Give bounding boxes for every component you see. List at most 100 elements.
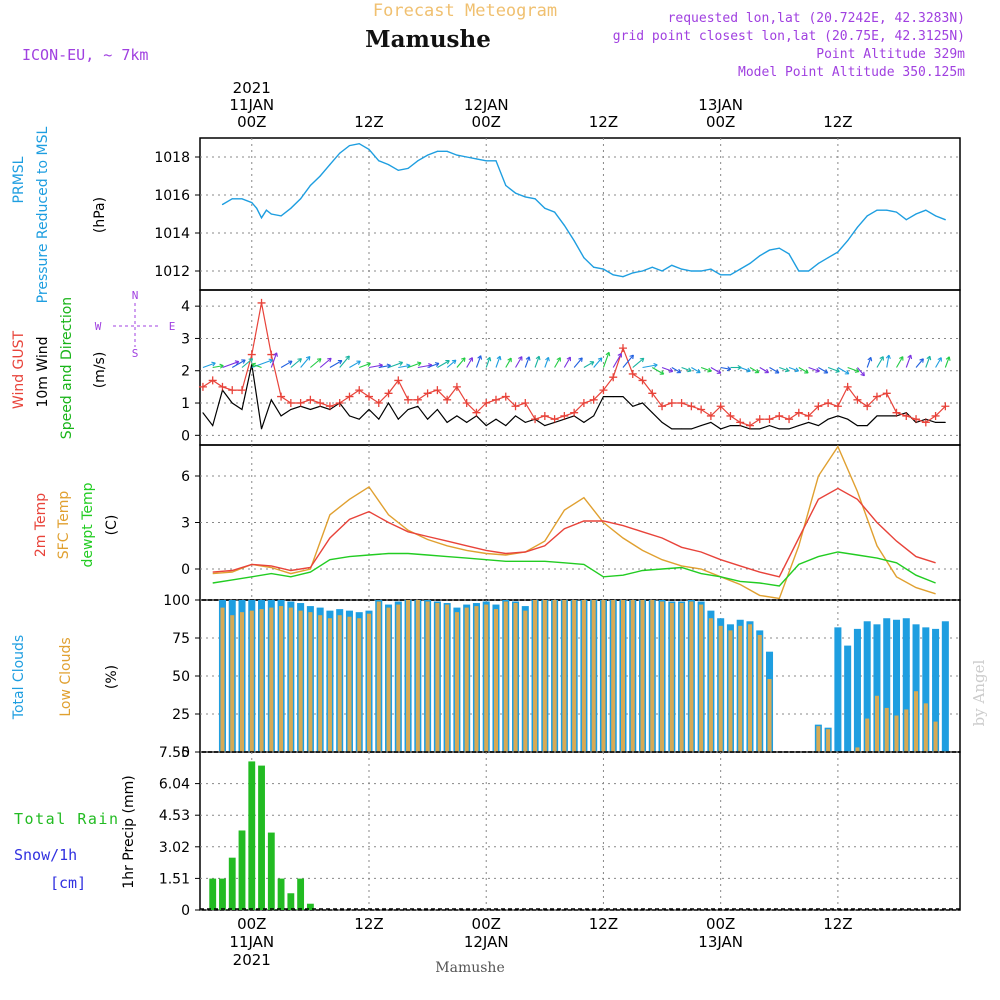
pressure-point [387,164,390,166]
pressure-ytick-label-0: 1012 [154,264,190,280]
temperature-panel: 0 3 6 [181,444,961,601]
gust-marker [482,399,491,408]
low-cloud-bar [611,600,616,752]
gust-marker [667,399,676,408]
bottom-time-label-3: 12Z [589,915,618,933]
gust-marker [228,386,237,395]
wind-direction-arrowhead [605,351,611,357]
low-cloud-bar [308,612,313,752]
top-date-label-2: 12JAN [464,96,509,114]
wind-direction-arrowhead [907,354,913,360]
wind10m-point [837,415,839,417]
wind-direction-arrow [280,360,293,368]
wind-direction-arrowhead [589,361,595,366]
rain-bar [219,878,226,910]
wind10m-point [720,428,722,430]
low-cloud-bar [894,715,899,752]
gust-marker [941,402,950,411]
gust-marker [433,386,442,395]
wind-direction-arrow [798,367,809,374]
bottom-time-label-5: 12Z [823,915,852,933]
wind-direction-arrow [661,366,673,372]
wind-direction-arrow [466,357,473,368]
wind10m-point [368,408,370,410]
total-cloud-bar [873,624,881,752]
bottom-date-label-4: 13JAN [698,933,743,951]
gust-marker [775,411,784,420]
snow-unit-label: [cm] [50,874,86,892]
gust-marker [579,399,588,408]
gust-marker [570,408,579,417]
total-cloud-bar [932,628,940,752]
wind-direction-arrowhead [486,356,492,362]
gust-marker [628,369,637,378]
pressure-point [446,150,448,152]
bottom-time-label-2: 00Z [472,915,501,933]
low-cloud-bar [601,600,606,752]
total-cloud-bar [902,618,910,752]
pressure-ytick-label-2: 1016 [154,188,190,204]
wind-direction-arrow [485,357,491,368]
wind-direction-arrowhead [629,354,634,360]
wind10m-point [808,421,810,423]
low-cloud-bar [542,600,547,752]
wind-direction-arrow [573,357,583,368]
low-cloud-bar [269,607,274,752]
pressure-point [505,184,507,187]
wind-direction-arrowhead [716,369,722,374]
low-cloud-bar [572,600,577,752]
pressure-point [847,240,849,242]
gust-marker [863,402,872,411]
t2m-line [212,487,936,578]
wind-direction-arrow [827,366,840,373]
wind-direction-arrowhead [885,354,891,360]
gust-marker [785,415,794,424]
wind-direction-arrow [769,367,780,374]
gust-marker [921,418,930,427]
pressure-point [837,251,839,253]
wind10m-point [651,412,653,414]
forecast-title: Forecast Meteogram [373,1,557,21]
low-cloud-bar [327,618,332,752]
wind-direction-arrow [935,357,942,368]
gust-marker [491,395,500,404]
wind10m-point [378,418,380,420]
wind10m-label: 10m Wind [35,336,51,407]
wind-direction-arrow [896,356,904,368]
compass-n: N [132,289,139,302]
wind10m-point [769,425,771,427]
low-cloud-bar [591,600,596,752]
wind-direction-arrowhead [566,356,571,362]
wind-direction-arrow [349,360,361,368]
low-cloud-bar [865,718,870,752]
model-altitude: Model Point Altitude 350.125m [738,65,965,80]
low-cloud-bar [298,610,303,752]
low-cloud-bar [435,603,440,752]
wind-ytick-label-2: 2 [181,364,190,380]
total-cloud-bar [912,624,920,752]
bottom-date-label-2: 12JAN [464,933,509,951]
gust-marker [306,395,315,404]
low-cloud-bar [493,609,499,752]
rain-bar [267,832,275,910]
pressure-point [934,215,937,217]
pressure-point [729,274,732,276]
bottom-time-label-1: 12Z [354,915,383,933]
wind10m-point [280,415,282,417]
low-cloud-bar [347,616,352,752]
wind10m-point [300,405,302,407]
low-cloud-bar [533,600,538,752]
wind10m-point [896,415,898,417]
low-cloud-bar [279,606,284,752]
wind-direction-arrow [300,356,311,368]
gust-marker [345,392,354,401]
wind10m-point [778,428,780,430]
gust-marker [882,389,891,398]
precip-ytick-label-0: 0 [181,903,190,919]
bottom-time-label-0: 00Z [237,915,266,933]
pressure-point [817,262,819,264]
wind-direction-arrow [544,357,550,368]
pressure-point [827,257,829,259]
wind-direction-arrow [456,357,466,368]
wind-direction-arrow [847,366,860,373]
